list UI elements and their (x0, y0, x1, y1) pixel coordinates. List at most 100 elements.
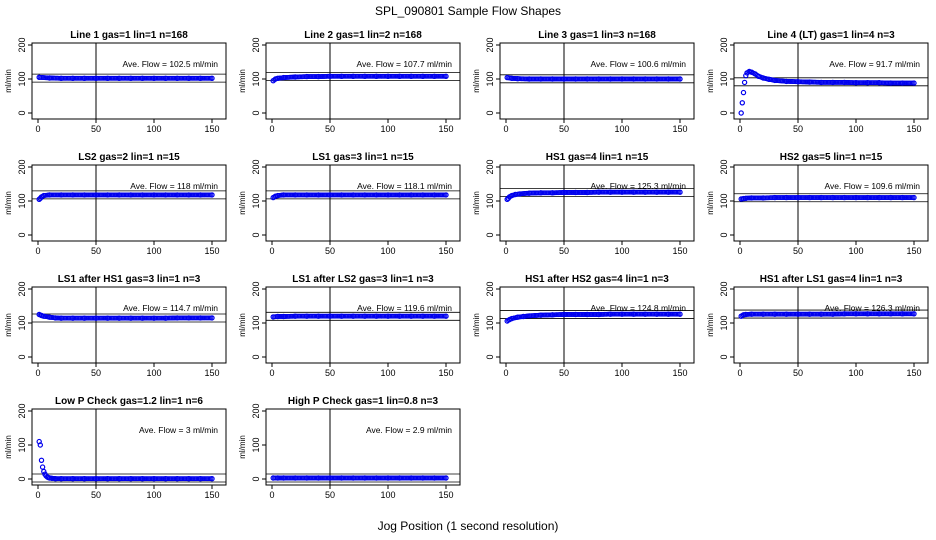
x-tick-label: 0 (35, 368, 40, 378)
data-point (338, 73, 345, 80)
data-point (665, 311, 672, 317)
data-point (584, 311, 590, 318)
data-point (275, 192, 281, 199)
x-tick-label: 50 (91, 124, 101, 134)
x-tick-label: 100 (848, 246, 863, 256)
data-point (420, 313, 426, 319)
data-point (186, 75, 192, 82)
data-point (338, 475, 345, 481)
data-point (526, 190, 532, 196)
average-flow-annotation: Ave. Flow = 109.6 ml/min (824, 181, 920, 191)
data-point (116, 75, 122, 82)
data-point (619, 189, 625, 195)
data-point (654, 76, 660, 82)
data-point (36, 74, 42, 81)
data-point (740, 312, 747, 318)
panel-frame (499, 286, 695, 364)
x-tick-label: 50 (559, 368, 569, 378)
y-axis-label: ml/min (472, 191, 481, 215)
y-tick-label: 0 (17, 232, 27, 237)
data-point (509, 192, 515, 199)
data-point (760, 311, 766, 317)
data-point (630, 311, 637, 317)
y-tick-label: 0 (17, 110, 27, 115)
x-tick-label: 0 (269, 490, 274, 500)
panel-title: Line 2 gas=1 lin=2 n=168 (304, 30, 422, 41)
data-point (93, 192, 99, 198)
data-point (783, 311, 790, 317)
data-point (46, 475, 53, 481)
data-point (41, 313, 47, 319)
data-point (911, 80, 917, 86)
data-point (162, 476, 169, 482)
y-axis-label: ml/min (238, 435, 247, 459)
y-axis-label: ml/min (4, 313, 13, 337)
x-tick-label: 0 (503, 124, 508, 134)
x-tick-label: 50 (559, 246, 569, 256)
x-tick-label: 100 (146, 124, 161, 134)
data-point (81, 75, 88, 82)
data-point (116, 192, 122, 198)
figure-x-label: Jog Position (1 second resolution) (378, 519, 559, 533)
data-point (151, 75, 157, 82)
data-point (128, 315, 134, 321)
data-point (654, 311, 660, 317)
data-point (677, 76, 683, 82)
x-tick-label: 150 (438, 368, 453, 378)
panel-title: LS2 gas=2 lin=1 n=15 (78, 152, 180, 163)
x-tick-label: 100 (380, 246, 395, 256)
data-point (642, 189, 648, 195)
data-point (431, 73, 438, 80)
data-point (830, 311, 836, 317)
data-point (373, 73, 380, 80)
data-point (572, 189, 579, 196)
average-flow-annotation: Ave. Flow = 2.9 ml/min (366, 425, 452, 435)
data-point (209, 315, 215, 321)
y-tick-label: 100 (251, 437, 261, 452)
y-tick-label: 200 (17, 37, 27, 52)
data-point (665, 189, 672, 195)
panel-grid: Line 1 gas=1 lin=1 n=168 Ave. Flow = 102.… (4, 30, 929, 500)
x-tick-label: 50 (91, 368, 101, 378)
data-point (292, 74, 298, 80)
data-point (304, 313, 310, 319)
x-tick-label: 100 (380, 124, 395, 134)
x-tick-label: 50 (325, 490, 335, 500)
data-point (373, 313, 380, 319)
y-tick-label: 200 (17, 281, 27, 296)
data-point (783, 194, 790, 201)
data-point (596, 76, 602, 82)
x-tick-label: 0 (269, 368, 274, 378)
data-point (93, 315, 99, 321)
data-point (899, 194, 906, 201)
data-point (116, 476, 122, 482)
x-tick-label: 0 (737, 368, 742, 378)
x-tick-label: 150 (204, 490, 219, 500)
data-point (517, 191, 523, 197)
data-point (743, 195, 749, 202)
data-point (408, 73, 414, 80)
panel-11: HS1 after HS2 gas=4 lin=1 n=3 Ave. Flow =… (472, 274, 695, 378)
data-point (327, 475, 333, 481)
data-point (275, 313, 281, 320)
panel-6: LS1 gas=3 lin=1 n=15 Ave. Flow = 118.1 ml… (238, 152, 461, 256)
data-point (584, 189, 590, 196)
data-point (740, 195, 747, 202)
data-point (327, 313, 333, 319)
data-point (362, 475, 368, 481)
data-point (186, 315, 192, 321)
data-point (46, 314, 53, 320)
x-tick-label: 50 (793, 246, 803, 256)
data-point (738, 110, 744, 116)
data-point (280, 313, 287, 320)
data-point (58, 476, 64, 482)
data-point (327, 73, 333, 80)
data-point (373, 192, 380, 198)
panel-title: Low P Check gas=1.2 lin=1 n=6 (55, 396, 203, 407)
data-point (304, 73, 310, 80)
panel-13: Low P Check gas=1.2 lin=1 n=6 Ave. Flow =… (4, 396, 227, 500)
data-point (350, 73, 356, 80)
data-point (52, 476, 59, 482)
data-point (538, 312, 544, 318)
data-point (864, 194, 871, 201)
